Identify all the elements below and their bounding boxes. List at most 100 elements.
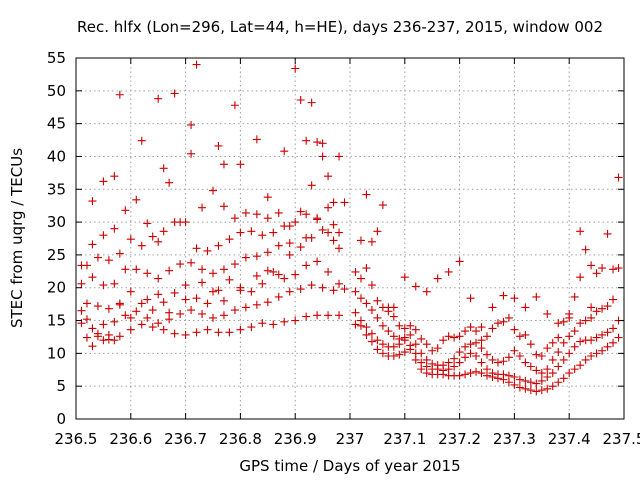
data-point <box>499 291 508 300</box>
data-point <box>570 365 579 374</box>
data-point <box>378 201 387 210</box>
data-point <box>472 327 481 336</box>
data-point <box>395 321 404 330</box>
data-point <box>99 177 108 186</box>
data-point <box>587 313 596 322</box>
data-point <box>378 340 387 349</box>
data-point <box>598 330 607 339</box>
data-point <box>373 345 382 354</box>
data-point <box>472 367 481 376</box>
data-point <box>444 332 453 341</box>
data-point <box>296 285 305 294</box>
data-point <box>176 260 185 269</box>
data-point <box>198 265 207 274</box>
data-point <box>274 208 283 217</box>
data-point <box>302 136 311 145</box>
data-point <box>137 241 146 250</box>
data-point <box>252 300 261 309</box>
data-point <box>576 227 585 236</box>
data-point <box>559 338 568 347</box>
data-point <box>488 324 497 333</box>
data-point <box>543 365 552 374</box>
data-point <box>99 231 108 240</box>
data-point <box>433 344 442 353</box>
data-point <box>241 208 250 217</box>
data-point <box>225 275 234 284</box>
data-point <box>488 355 497 364</box>
data-point <box>104 256 113 265</box>
data-point <box>159 325 168 334</box>
data-point <box>104 330 113 339</box>
data-point <box>88 324 97 333</box>
data-point <box>367 306 376 315</box>
data-point <box>367 337 376 346</box>
data-point <box>121 265 130 274</box>
data-point <box>537 386 546 395</box>
data-point <box>565 332 574 341</box>
x-tick-label: 237.5 <box>603 430 640 448</box>
data-point <box>515 383 524 392</box>
data-point <box>165 308 174 317</box>
data-point <box>526 378 535 387</box>
data-point <box>373 296 382 305</box>
data-point <box>335 244 344 253</box>
data-point <box>444 267 453 276</box>
data-point <box>543 372 552 381</box>
data-point <box>477 358 486 367</box>
data-point <box>526 362 535 371</box>
data-point <box>258 279 267 288</box>
data-point <box>165 266 174 275</box>
data-point <box>219 311 228 320</box>
data-point <box>499 317 508 326</box>
data-point <box>318 152 327 161</box>
data-point <box>472 351 481 360</box>
data-point <box>384 327 393 336</box>
data-point <box>603 302 612 311</box>
data-point <box>219 296 228 305</box>
data-point <box>269 267 278 276</box>
data-point <box>203 325 212 334</box>
data-point <box>406 341 415 350</box>
data-point <box>499 357 508 366</box>
data-point <box>455 348 464 357</box>
data-point <box>587 336 596 345</box>
data-point <box>198 203 207 212</box>
data-point <box>263 193 272 202</box>
data-point <box>82 333 91 342</box>
data-point <box>548 369 557 378</box>
data-point <box>148 232 157 241</box>
data-point <box>154 94 163 103</box>
data-point <box>450 354 459 363</box>
data-point <box>291 218 300 227</box>
data-point <box>483 332 491 341</box>
data-point <box>154 237 163 246</box>
data-point <box>515 351 524 360</box>
data-point <box>302 312 311 321</box>
data-point <box>121 311 130 320</box>
data-point <box>581 355 590 364</box>
data-point <box>428 346 437 355</box>
data-point <box>537 351 546 360</box>
data-point <box>82 315 91 324</box>
data-point <box>236 228 245 237</box>
data-point <box>285 287 294 296</box>
data-point <box>269 320 278 329</box>
data-point <box>170 89 179 98</box>
y-tick-label: 20 <box>47 279 66 297</box>
data-point <box>340 198 349 207</box>
data-point <box>598 264 607 273</box>
data-point <box>389 342 398 351</box>
data-point <box>532 350 541 359</box>
data-point <box>132 307 141 316</box>
data-point <box>324 203 333 212</box>
data-point <box>313 214 322 223</box>
data-point <box>389 303 398 312</box>
x-tick-label: 237.1 <box>383 430 426 448</box>
data-point <box>559 374 568 383</box>
data-point <box>439 361 448 370</box>
x-tick-label: 237.4 <box>548 430 591 448</box>
data-point <box>515 375 524 384</box>
data-point <box>143 295 152 304</box>
data-point <box>356 316 365 325</box>
data-point <box>143 269 152 278</box>
